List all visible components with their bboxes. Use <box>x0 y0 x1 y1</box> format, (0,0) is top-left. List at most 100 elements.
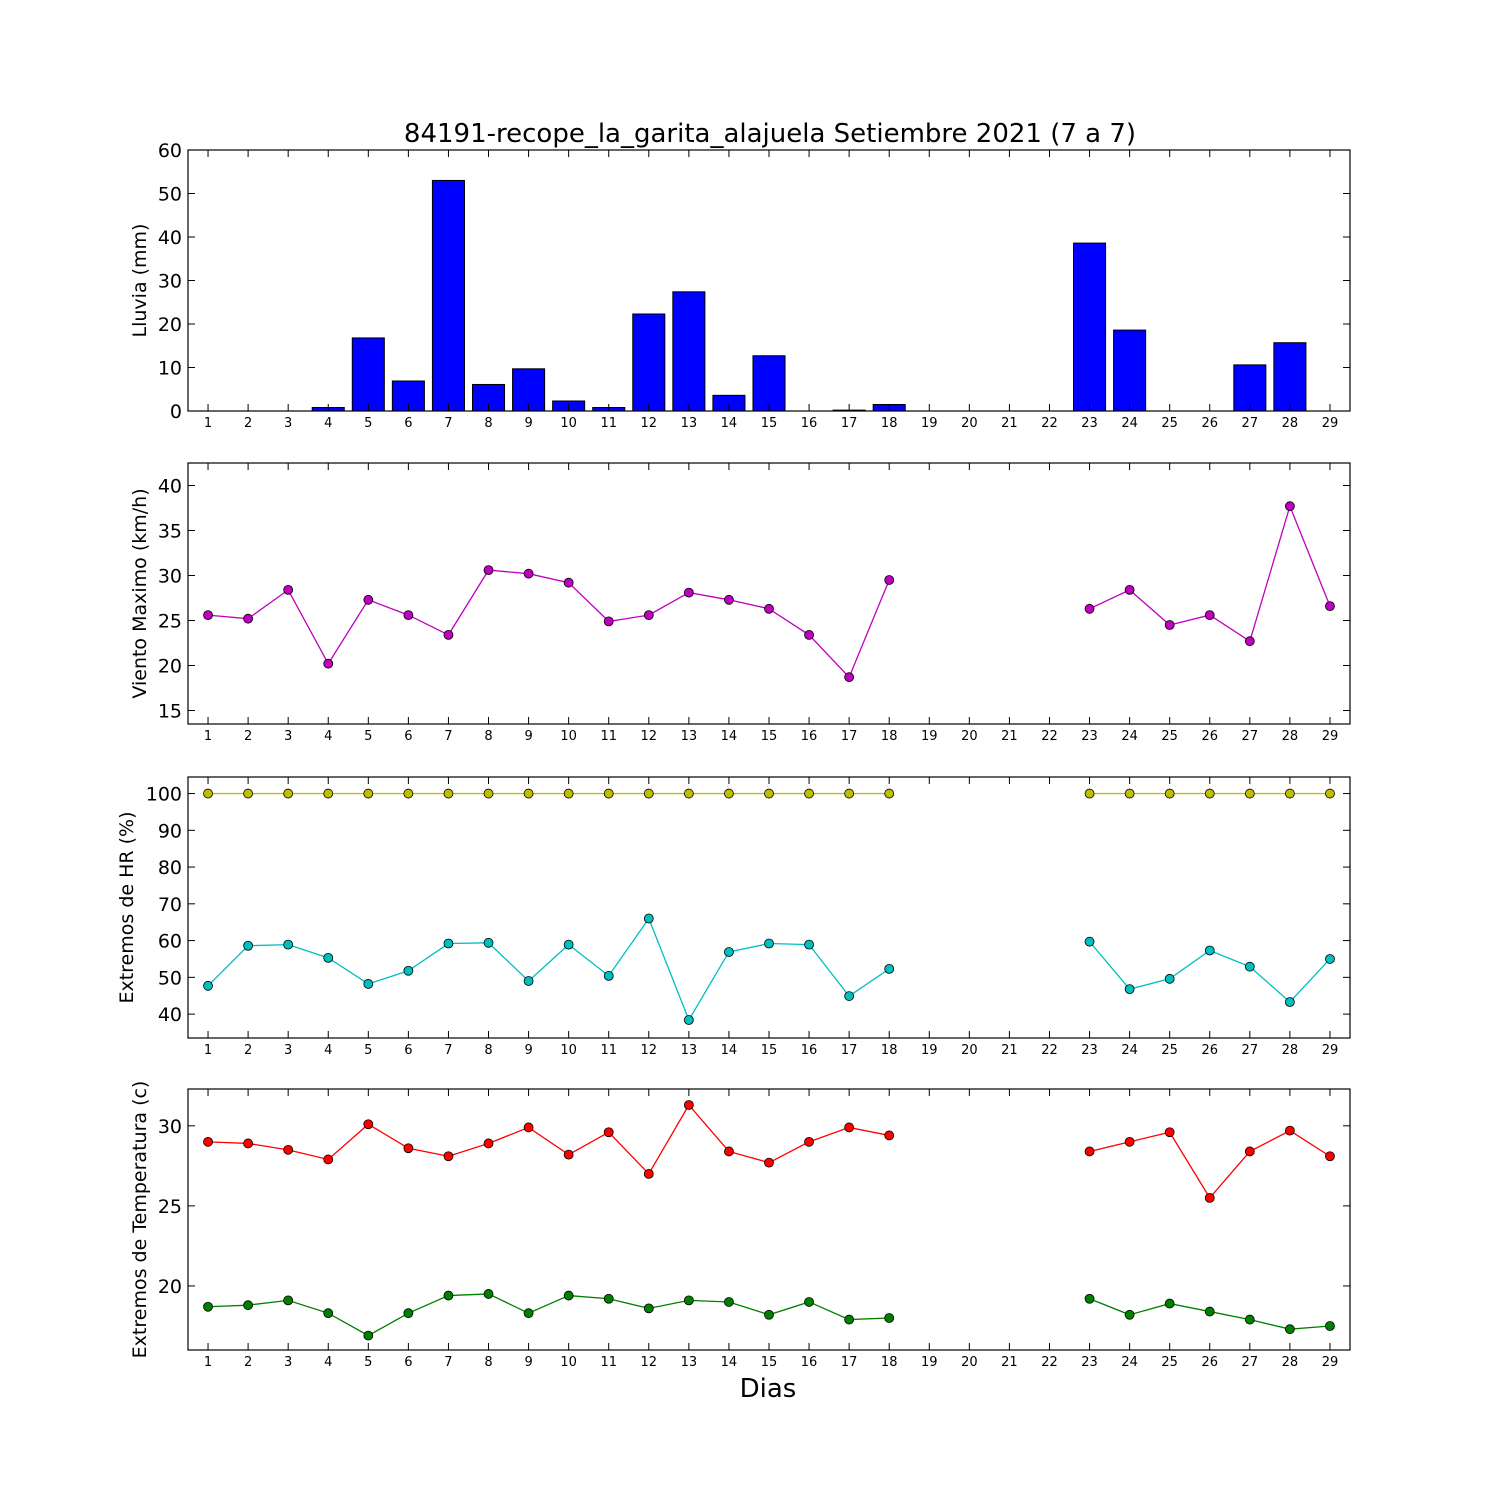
x-tick-label: 17 <box>841 1355 858 1370</box>
series-2-point-day-12 <box>643 1303 654 1314</box>
x-tick-label: 17 <box>841 1043 858 1058</box>
x-tick-label: 21 <box>1001 729 1018 744</box>
series-1-point-day-3 <box>283 1144 294 1155</box>
x-tick-label: 15 <box>761 1043 778 1058</box>
x-tick-label: 4 <box>324 729 332 744</box>
series-2-point-day-26 <box>1204 1306 1215 1317</box>
series-1-point-day-27 <box>1244 636 1255 647</box>
x-tick-label: 8 <box>484 729 492 744</box>
x-tick-label: 22 <box>1041 729 1058 744</box>
series-1-point-day-17 <box>844 788 855 799</box>
series-1-point-day-23 <box>1084 1146 1095 1157</box>
y-axis-label: Extremos de Temperatura (c) <box>129 1081 151 1359</box>
series-2-point-day-27 <box>1244 961 1255 972</box>
y-tick-label: 25 <box>158 611 182 633</box>
x-tick-label: 13 <box>681 1355 698 1370</box>
x-tick-label: 13 <box>681 416 698 431</box>
y-tick-label: 40 <box>158 476 182 498</box>
bar-day-5 <box>351 337 385 412</box>
x-tick-label: 20 <box>961 1355 978 1370</box>
x-tick-label: 14 <box>721 416 738 431</box>
series-1-point-day-11 <box>603 1127 614 1138</box>
series-2-point-day-7 <box>443 1290 454 1301</box>
x-tick-label: 8 <box>484 1355 492 1370</box>
x-tick-label: 2 <box>244 1043 252 1058</box>
x-tick-label: 27 <box>1242 1043 1259 1058</box>
x-tick-label: 25 <box>1161 1043 1178 1058</box>
x-tick-label: 14 <box>721 1043 738 1058</box>
y-tick-label: 35 <box>158 521 182 543</box>
series-1-point-day-12 <box>643 610 654 620</box>
x-tick-label: 16 <box>801 416 818 431</box>
series-1-point-day-14 <box>724 788 734 799</box>
series-1-point-day-15 <box>764 788 774 799</box>
series-1-point-day-16 <box>804 630 814 640</box>
x-tick-label: 7 <box>444 729 452 744</box>
x-tick-label: 26 <box>1201 1043 1218 1058</box>
series-1-point-day-9 <box>523 788 534 799</box>
series-2-point-day-28 <box>1284 997 1295 1007</box>
x-tick-label: 28 <box>1282 416 1299 431</box>
bar-day-7 <box>431 179 465 412</box>
series-1-point-day-26 <box>1204 610 1215 620</box>
series-2-point-day-3 <box>283 939 294 950</box>
series-1-point-day-17 <box>844 672 855 683</box>
series-2-point-day-11 <box>603 970 614 981</box>
x-tick-label: 27 <box>1242 1355 1259 1370</box>
series-1-point-day-18 <box>884 1130 895 1141</box>
x-tick-label: 29 <box>1322 1355 1339 1370</box>
y-tick-label: 50 <box>158 184 182 206</box>
x-tick-label: 12 <box>641 729 658 744</box>
series-1-point-day-7 <box>443 788 454 799</box>
series-1-point-day-10 <box>563 1149 574 1160</box>
x-tick-label: 24 <box>1121 416 1138 431</box>
series-1-point-day-25 <box>1164 788 1175 799</box>
series-1-point-day-16 <box>804 1136 814 1147</box>
x-tick-label: 11 <box>600 1043 617 1058</box>
x-tick-label: 7 <box>444 1355 452 1370</box>
x-tick-label: 2 <box>244 416 252 431</box>
series-2-point-day-10 <box>563 1290 574 1301</box>
y-tick-label: 70 <box>158 894 182 916</box>
series-2-line <box>207 917 890 1022</box>
series-2-point-day-12 <box>643 913 654 924</box>
series-2-point-day-3 <box>283 1295 294 1306</box>
x-tick-label: 15 <box>761 1355 778 1370</box>
x-tick-label: 1 <box>204 1043 212 1058</box>
y-tick-label: 90 <box>158 820 182 842</box>
series-1-point-day-24 <box>1124 1136 1135 1147</box>
x-tick-label: 5 <box>364 1043 372 1058</box>
x-tick-label: 25 <box>1161 1355 1178 1370</box>
x-tick-label: 26 <box>1201 1355 1218 1370</box>
series-2-point-day-15 <box>764 1309 774 1320</box>
series-1-point-day-2 <box>243 613 254 624</box>
x-tick-label: 9 <box>524 416 532 431</box>
series-1-point-day-18 <box>884 575 895 585</box>
x-tick-label: 27 <box>1242 416 1259 431</box>
series-2-point-day-1 <box>203 1301 213 1312</box>
series-1-point-day-12 <box>643 788 654 799</box>
plot-area <box>188 463 1350 724</box>
series-1-point-day-7 <box>443 630 454 640</box>
y-tick-label: 30 <box>158 1116 182 1138</box>
series-1-point-day-6 <box>403 1143 414 1154</box>
x-tick-label: 5 <box>364 416 372 431</box>
x-tick-label: 12 <box>641 416 658 431</box>
y-tick-label: 30 <box>158 271 182 293</box>
x-tick-label: 18 <box>881 729 898 744</box>
x-tick-label: 21 <box>1001 416 1018 431</box>
x-tick-label: 22 <box>1041 416 1058 431</box>
x-tick-label: 9 <box>524 1043 532 1058</box>
x-tick-label: 3 <box>284 1355 292 1370</box>
x-tick-label: 28 <box>1282 1355 1299 1370</box>
x-axis-label: Dias <box>740 1374 797 1404</box>
x-tick-label: 16 <box>801 1043 818 1058</box>
x-tick-label: 18 <box>881 1043 898 1058</box>
series-2-point-day-14 <box>724 1297 734 1307</box>
series-1-point-day-5 <box>363 594 374 605</box>
series-1-point-day-26 <box>1204 1192 1215 1203</box>
series-1-point-day-12 <box>643 1168 654 1179</box>
series-1-point-day-10 <box>563 577 574 588</box>
series-2-point-day-27 <box>1244 1314 1255 1325</box>
